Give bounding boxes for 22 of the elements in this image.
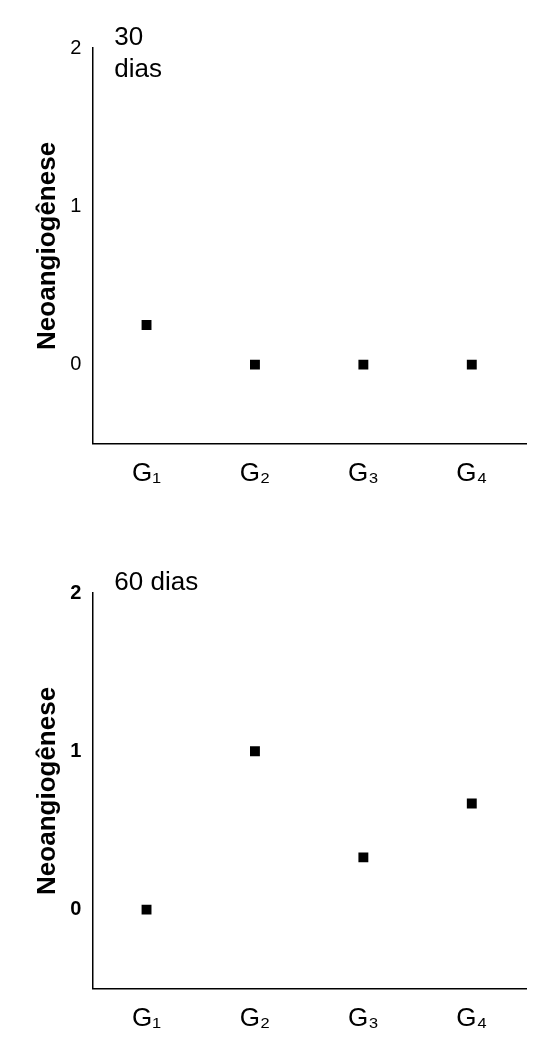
y-tick-label: 0 (70, 352, 82, 375)
x-tick-label: G₃ (347, 1001, 379, 1032)
y-tick-label: 2 (70, 580, 82, 603)
y-tick-label: 0 (70, 897, 82, 920)
point (358, 852, 369, 863)
x-tick-label: G₂ (239, 456, 271, 487)
y-axis-title: Neoangiogênese (30, 686, 61, 895)
x-tick-label: G₂ (239, 1001, 271, 1032)
x-tick-label: G₃ (347, 456, 379, 487)
point (141, 904, 152, 915)
chart-title: 30 dias (114, 20, 163, 84)
point (466, 798, 477, 809)
y-axis-title: Neoangiogênese (30, 141, 61, 350)
chart-title: 60 dias (114, 565, 199, 597)
x-tick-label: G₄ (456, 456, 488, 487)
y-tick-label: 1 (70, 193, 82, 216)
point (250, 746, 260, 757)
x-tick-label: G₄ (456, 1001, 488, 1032)
x-tick-label: G₁ (132, 1001, 162, 1032)
y-tick-label: 2 (70, 35, 82, 58)
x-tick-label: G₁ (132, 456, 162, 487)
y-tick-label: 1 (70, 738, 82, 761)
